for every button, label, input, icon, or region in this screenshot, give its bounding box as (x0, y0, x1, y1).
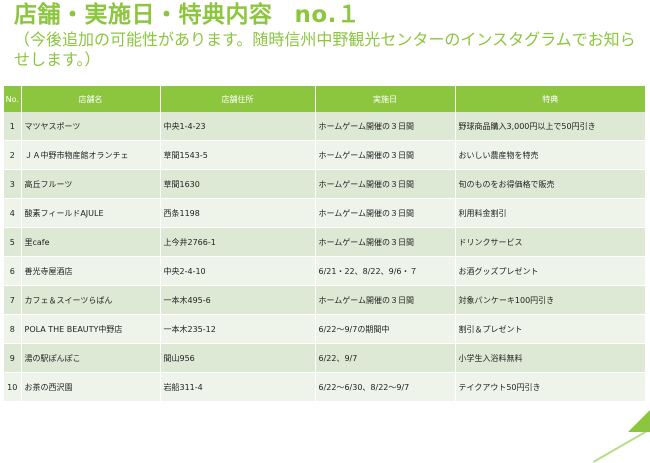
cell-no: 7 (4, 285, 22, 315)
table-row: 10 お茶の西沢園 岩船311-4 6/22～6/30、8/22～9/7 テイク… (4, 372, 645, 402)
cell-date: 6/22～6/30、8/22～9/7 (315, 372, 456, 402)
cell-store-name: 高丘フルーツ (21, 169, 161, 199)
cell-benefit: お酒グッズプレゼント (455, 256, 645, 286)
cell-date: ホームゲーム開催の３日間 (315, 227, 456, 257)
title-number: no.１ (294, 2, 361, 28)
cell-benefit: おいしい農産物を特売 (455, 140, 645, 170)
cell-address: 西条1198 (160, 198, 316, 228)
cell-address: 草間1543-5 (160, 140, 316, 170)
cell-store-name: お茶の西沢園 (21, 372, 161, 402)
cell-benefit: 旬のものをお得価格で販売 (455, 169, 645, 199)
cell-address: 岩船311-4 (160, 372, 316, 402)
cell-benefit: 対象パンケーキ100円引き (455, 285, 645, 315)
table-row: 5 里cafe 上今井2766-1 ホームゲーム開催の３日間 ドリンクサービス (4, 227, 645, 257)
page-title: 店舗・実施日・特典内容 no.１ (14, 0, 360, 30)
cell-store-name: 善光寺屋酒店 (21, 256, 161, 286)
cell-address: 中央2-4-10 (160, 256, 316, 286)
cell-store-name: 里cafe (21, 227, 161, 257)
cell-date: 6/22、9/7 (315, 343, 456, 373)
cell-date: ホームゲーム開催の３日間 (315, 198, 456, 228)
cell-date: ホームゲーム開催の３日間 (315, 169, 456, 199)
cell-no: 6 (4, 256, 22, 286)
cell-benefit: 割引＆プレゼント (455, 314, 645, 344)
cell-store-name: POLA THE BEAUTY中野店 (21, 314, 161, 344)
header-store-name: 店舗名 (21, 86, 161, 112)
cell-no: 5 (4, 227, 22, 257)
cell-no: 9 (4, 343, 22, 373)
corner-accent-triangle (628, 410, 650, 432)
table-row: 7 カフェ＆スイーツらぱん 一本木495-6 ホームゲーム開催の３日間 対象パン… (4, 285, 645, 315)
cell-store-name: 酸素フィールドAJULE (21, 198, 161, 228)
cell-address: 草間1630 (160, 169, 316, 199)
table-row: 2 ＪＡ中野市物産館オランチェ 草間1543-5 ホームゲーム開催の３日間 おい… (4, 140, 645, 170)
header-store-address: 店舗住所 (160, 86, 316, 112)
cell-date: ホームゲーム開催の３日間 (315, 112, 456, 141)
store-table: No. 店舗名 店舗住所 実施日 特典 1 マツヤスポーツ 中央1-4-23 ホ… (4, 86, 645, 402)
cell-date: 6/21・22、8/22、9/6・７ (315, 256, 456, 286)
cell-store-name: マツヤスポーツ (21, 112, 161, 141)
cell-store-name: ＪＡ中野市物産館オランチェ (21, 140, 161, 170)
table-header-row: No. 店舗名 店舗住所 実施日 特典 (4, 86, 645, 112)
cell-address: 間山956 (160, 343, 316, 373)
cell-store-name: カフェ＆スイーツらぱん (21, 285, 161, 315)
title-main: 店舗・実施日・特典内容 (14, 2, 273, 28)
table-row: 4 酸素フィールドAJULE 西条1198 ホームゲーム開催の３日間 利用料金割… (4, 198, 645, 228)
table-row: 3 高丘フルーツ 草間1630 ホームゲーム開催の３日間 旬のものをお得価格で販… (4, 169, 645, 199)
cell-address: 一本木495-6 (160, 285, 316, 315)
cell-benefit: 野球商品購入3,000円以上で50円引き (455, 112, 645, 141)
store-table-container: No. 店舗名 店舗住所 実施日 特典 1 マツヤスポーツ 中央1-4-23 ホ… (4, 86, 645, 402)
page-subtitle: （今後追加の可能性があります。随時信州中野観光センターのインスタグラムでお知らせ… (14, 30, 636, 69)
cell-no: 8 (4, 314, 22, 344)
cell-address: 上今井2766-1 (160, 227, 316, 257)
table-row: 6 善光寺屋酒店 中央2-4-10 6/21・22、8/22、9/6・７ お酒グ… (4, 256, 645, 286)
cell-date: 6/22～9/7の期間中 (315, 314, 456, 344)
cell-benefit: 利用料金割引 (455, 198, 645, 228)
cell-benefit: 小学生入浴料無料 (455, 343, 645, 373)
cell-date: ホームゲーム開催の３日間 (315, 285, 456, 315)
cell-no: 2 (4, 140, 22, 170)
cell-benefit: ドリンクサービス (455, 227, 645, 257)
cell-store-name: 湯の駅ぽんぽこ (21, 343, 161, 373)
cell-address: 一本木235-12 (160, 314, 316, 344)
cell-no: 3 (4, 169, 22, 199)
header-date: 実施日 (315, 86, 456, 112)
cell-date: ホームゲーム開催の３日間 (315, 140, 456, 170)
cell-address: 中央1-4-23 (160, 112, 316, 141)
table-row: 9 湯の駅ぽんぽこ 間山956 6/22、9/7 小学生入浴料無料 (4, 343, 645, 373)
cell-benefit: テイクアウト50円引き (455, 372, 645, 402)
table-row: 8 POLA THE BEAUTY中野店 一本木235-12 6/22～9/7の… (4, 314, 645, 344)
header-benefit: 特典 (455, 86, 645, 112)
cell-no: 1 (4, 112, 22, 141)
table-row: 1 マツヤスポーツ 中央1-4-23 ホームゲーム開催の３日間 野球商品購入3,… (4, 112, 645, 141)
cell-no: 10 (4, 372, 22, 402)
cell-no: 4 (4, 198, 22, 228)
header-no: No. (4, 86, 22, 112)
